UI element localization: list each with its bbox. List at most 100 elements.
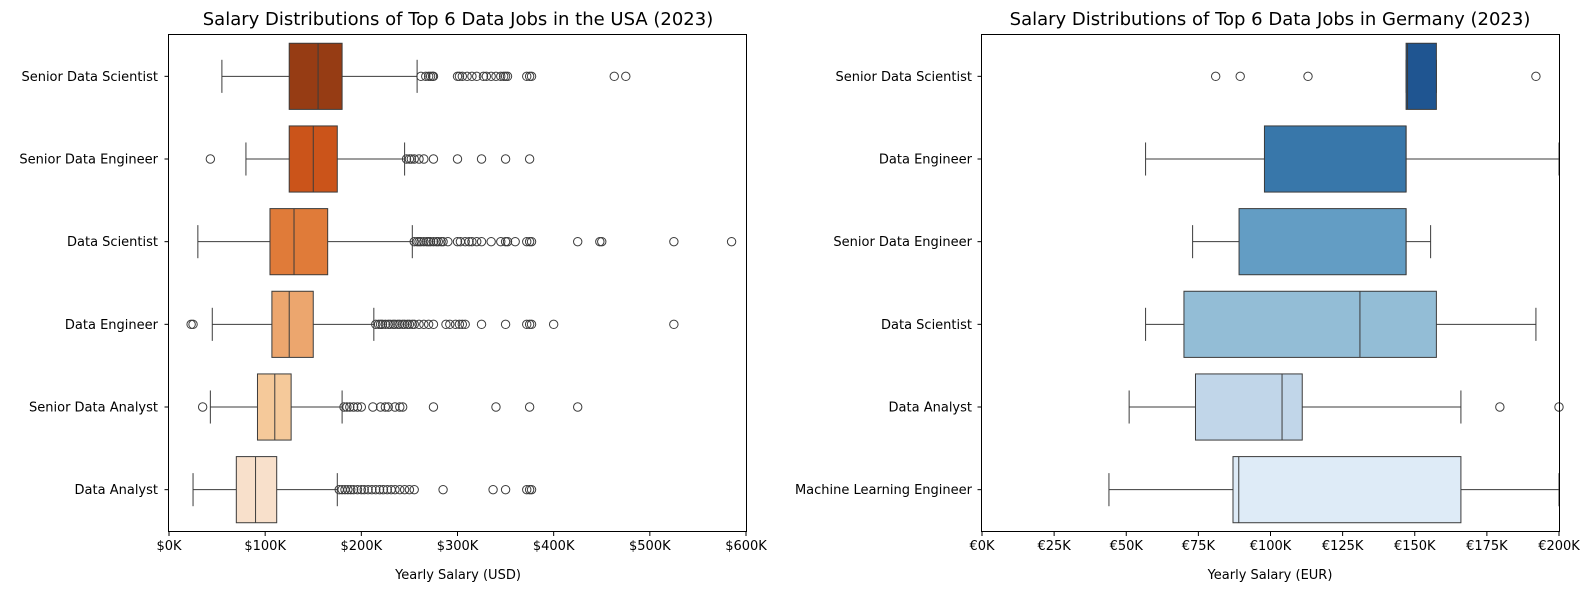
outlier-point [526,71,537,82]
outlier-point [1495,402,1505,412]
outlier-point [500,71,511,82]
outlier-point [378,484,389,495]
outlier-point [425,236,436,247]
x-tick-label: €100K [1250,539,1292,554]
outlier-point [409,236,419,247]
x-tick-label: $200K [341,539,383,554]
outlier-point [428,154,439,164]
outlier-point [526,236,537,247]
outlier-point [348,402,359,412]
outlier-point [352,402,363,412]
box-iqr [1194,373,1303,441]
outlier-point [414,319,424,330]
outlier-point [348,484,359,495]
x-tick-label: $100K [244,539,286,554]
category-label: Data Analyst [75,483,158,498]
outlier-point [1531,71,1541,82]
category-label: Data Analyst [889,401,972,416]
box-iqr [1405,42,1437,110]
outlier-point [345,402,355,412]
outlier-point [419,154,429,164]
outlier-point [419,236,429,247]
outlier-point [363,484,373,495]
outlier-point [404,319,415,330]
outlier-point [467,71,477,82]
outlier-point [375,402,386,412]
outlier-point [390,484,400,495]
outlier-point [356,484,367,495]
outlier-point [524,402,535,412]
category-label: Senior Data Scientist [21,70,158,85]
outlier-point [522,319,532,330]
outlier-point [409,154,419,164]
box-4 [197,373,583,441]
outlier-point [428,319,439,330]
outlier-point [421,71,431,82]
usa-axis-ticks: Senior Data Scientist Senior Data Enginee… [19,70,767,554]
outlier-point [488,484,498,495]
box-4 [1128,373,1564,441]
outlier-point [460,319,470,330]
outlier-point [457,71,468,82]
x-axis-label-germany: Yearly Salary (EUR) [1207,568,1333,583]
outlier-point [460,236,470,247]
box-iqr [1238,208,1407,276]
category-label: Data Scientist [881,318,972,333]
outlier-point [1235,71,1245,82]
x-tick-label: €175K [1466,539,1508,554]
x-tick-label: $300K [437,539,479,554]
germany-axis-ticks: Senior Data Scientist Data Engineer Senior… [795,70,1580,554]
x-tick-label: €50K [1110,539,1144,554]
outlier-point [573,236,583,247]
outlier-point [524,154,535,164]
outlier-point [395,484,405,495]
outlier-point [472,71,482,82]
box-2 [197,208,737,276]
outlier-point [339,402,349,412]
outlier-point [726,236,737,247]
outlier-point [462,71,472,82]
outlier-point [573,402,583,412]
outlier-point [500,484,511,495]
outlier-point [1210,71,1221,82]
outlier-point [186,319,196,330]
box-iqr [1263,125,1407,193]
category-label: Data Engineer [879,153,973,168]
outlier-point [377,319,388,330]
box-iqr [235,456,278,524]
outlier-point [486,71,496,82]
outlier-point [609,71,619,82]
outlier-point [385,319,395,330]
outlier-point [399,484,410,495]
x-tick-label: $400K [533,539,575,554]
outlier-point [1303,71,1313,82]
outlier-point [452,236,463,247]
outlier-point [510,236,520,247]
outlier-point [522,484,532,495]
outlier-point [454,319,465,330]
outlier-point [423,319,434,330]
outlier-point [416,236,426,247]
outlier-point [371,319,381,330]
outlier-point [669,236,679,247]
outlier-point [526,484,537,495]
x-tick-label: €25K [1037,539,1071,554]
outlier-point [438,484,448,495]
category-label: Senior Data Engineer [833,235,972,250]
x-tick-label: $0K [156,539,182,554]
box-iqr [269,208,329,276]
outlier-point [380,402,391,412]
outlier-point [496,236,506,247]
germany-box-marks [1108,42,1564,524]
box-iqr [1183,290,1437,358]
outlier-point [452,154,463,164]
outlier-point [522,71,532,82]
outlier-point [443,236,453,247]
box-5 [1108,456,1560,524]
outlier-point [390,319,400,330]
category-label: Senior Data Scientist [835,70,972,85]
x-tick-label: €0K [969,539,995,554]
outlier-point [423,236,434,247]
box-5 [192,456,537,524]
